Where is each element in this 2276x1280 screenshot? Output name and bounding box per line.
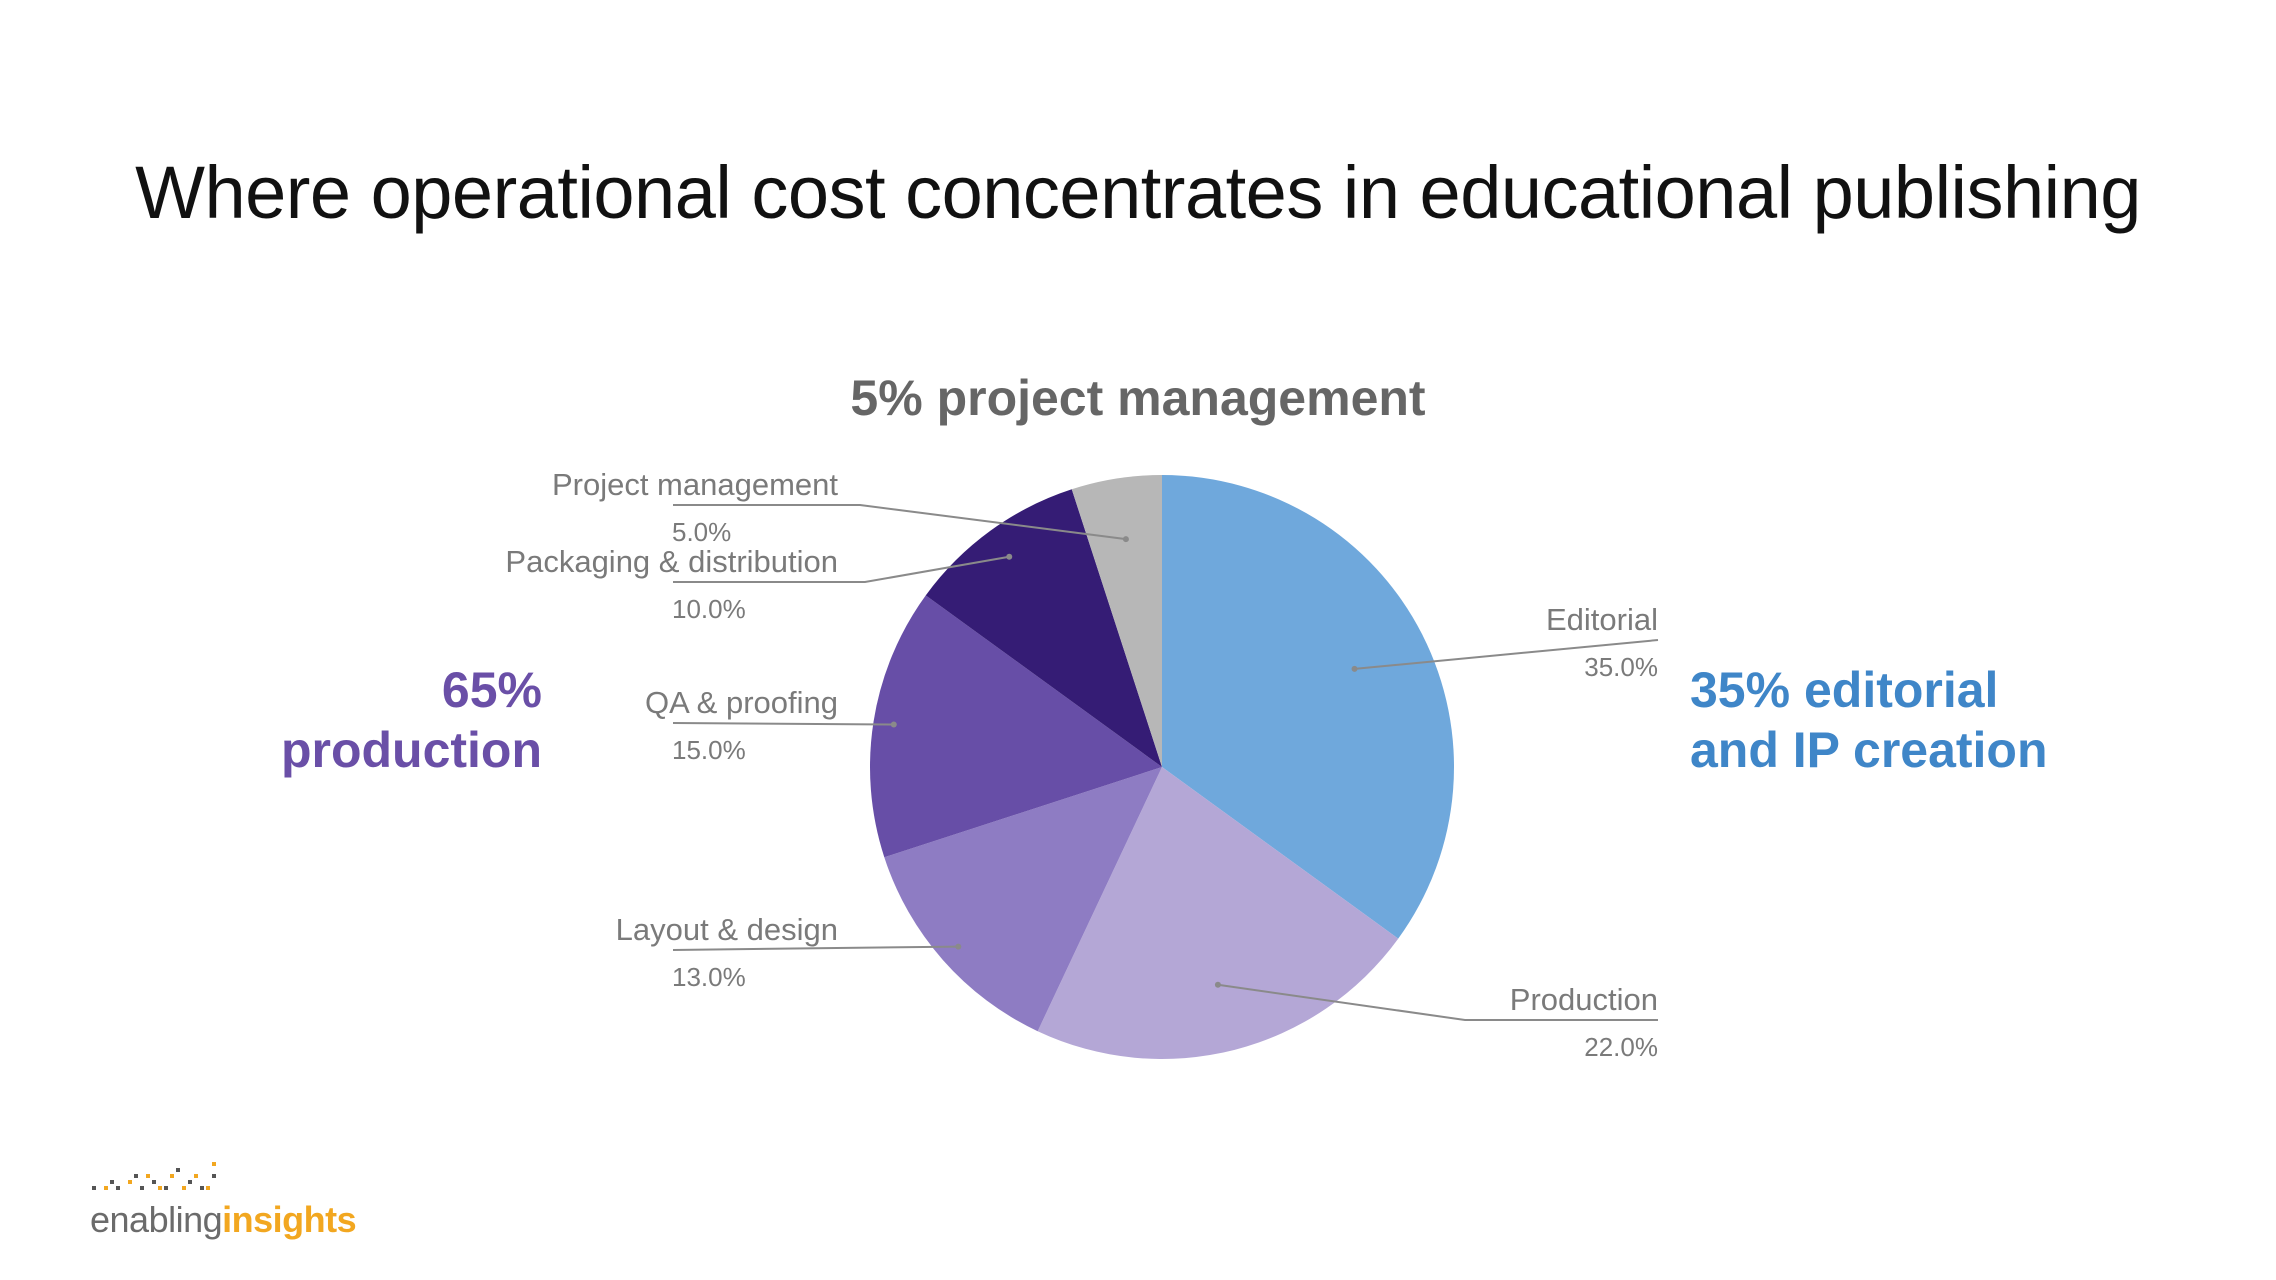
pie-slice-packaging-and-distribution — [925, 489, 1162, 767]
slice-label-qa-and-proofing: QA & proofing — [645, 685, 838, 720]
pie-slice-editorial — [1162, 475, 1454, 939]
slice-value-layout-and-design: 13.0% — [672, 962, 746, 992]
callout-production-line1: 65% — [441, 662, 542, 718]
slice-value-production: 22.0% — [1584, 1032, 1658, 1062]
slice-value-packaging-and-distribution: 10.0% — [672, 594, 746, 624]
logo-text-insights: insights — [222, 1199, 357, 1240]
pie-slice-qa-and-proofing — [870, 595, 1162, 858]
slice-label-editorial: Editorial — [1546, 602, 1658, 637]
slice-value-project-management: 5.0% — [672, 517, 731, 547]
slice-label-project-management: Project management — [552, 467, 838, 502]
logo-dots-icon — [92, 1162, 216, 1190]
leader-line-editorial — [1354, 639, 1659, 670]
leader-line-project-management — [673, 504, 1127, 541]
pie-slice-project-management — [1071, 475, 1162, 767]
pie-slice-production — [1037, 767, 1399, 1059]
leader-line-packaging-and-distribution — [673, 555, 1010, 583]
callout-editorial: 35% editorial and IP creation — [1690, 660, 2048, 780]
slice-label-layout-and-design: Layout & design — [616, 912, 838, 947]
callout-production-line2: production — [280, 722, 542, 778]
slide-title: Where operational cost concentrates in e… — [135, 151, 2141, 234]
leader-line-layout-and-design — [672, 945, 959, 951]
slice-value-qa-and-proofing: 15.0% — [672, 735, 746, 765]
callout-editorial-line2: and IP creation — [1690, 722, 2048, 778]
pie-slice-layout-and-design — [884, 767, 1162, 1032]
logo-text: enablinginsights — [90, 1199, 357, 1241]
slice-label-packaging-and-distribution: Packaging & distribution — [505, 544, 838, 579]
callout-project-management: 5% project management — [850, 370, 1426, 426]
leader-line-qa-and-proofing — [672, 722, 894, 726]
callout-production: 65% production — [281, 660, 542, 780]
enabling-insights-logo: enablinginsights — [90, 1160, 357, 1241]
leader-line-production — [1217, 983, 1658, 1021]
slice-value-editorial: 35.0% — [1584, 652, 1658, 682]
slice-label-production: Production — [1510, 982, 1658, 1017]
callout-editorial-line1: 35% editorial — [1690, 662, 1999, 718]
logo-text-enabling: enabling — [90, 1199, 223, 1240]
